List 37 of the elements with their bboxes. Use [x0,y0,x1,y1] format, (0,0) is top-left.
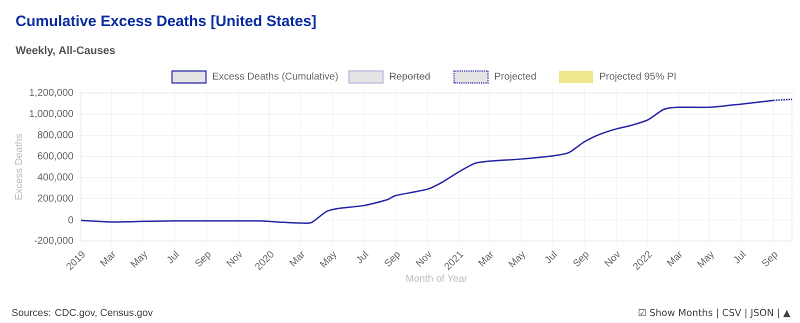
y-tick-label: 800,000 [38,131,74,140]
x-tick-label: Sep [384,252,400,266]
y-tick-label: 1,000,000 [30,110,74,118]
legend-label: Excess Deaths (Cumulative) [213,72,338,82]
x-tick-label: Nov [604,251,620,267]
chart-subtitle: Weekly, All-Causes [16,46,115,56]
x-tick-label: Jul [356,250,369,264]
x-tick-label: Mar [289,251,304,266]
source-note: Sources: CDC.gov, Census.gov [12,309,153,318]
x-tick-label: Nov [226,251,242,267]
legend-label: Reported [390,72,430,82]
x-tick-label: Sep [573,252,589,266]
x-tick-label: May [697,251,714,268]
x-axis-title: Month of Year [406,274,468,282]
x-tick-label: Mar [100,251,116,266]
y-tick-label: -200,000 [34,236,74,246]
x-tick-label: Sep [195,252,211,266]
x-tick-label: May [508,251,525,268]
x-tick-label: Mar [666,251,682,266]
x-tick-label: Jul [734,250,746,264]
x-tick-label: Jul [167,250,180,264]
legend-label: Projected [495,72,536,82]
x-tick-label: May [130,251,147,268]
y-tick-label: 1,200,000 [30,88,74,98]
chart-title: Cumulative Excess Deaths [United States] [16,15,316,30]
x-tick-label: Mar [478,251,494,266]
x-tick-label: May [320,251,336,268]
y-axis-title: Excess Deaths [14,134,22,200]
y-tick-label: 600,000 [38,152,74,161]
y-tick-label: 400,000 [38,173,74,182]
y-tick-label: 0 [68,216,74,224]
x-tick-label: Jul [545,250,558,264]
text: ☑ Show Months | CSV | JSON | ▲ [638,308,790,318]
x-tick-label: Sep [762,252,778,266]
legend-label: Projected 95% PI [600,72,676,82]
x-tick-label: Nov [415,251,431,267]
y-tick-label: 200,000 [38,194,74,203]
